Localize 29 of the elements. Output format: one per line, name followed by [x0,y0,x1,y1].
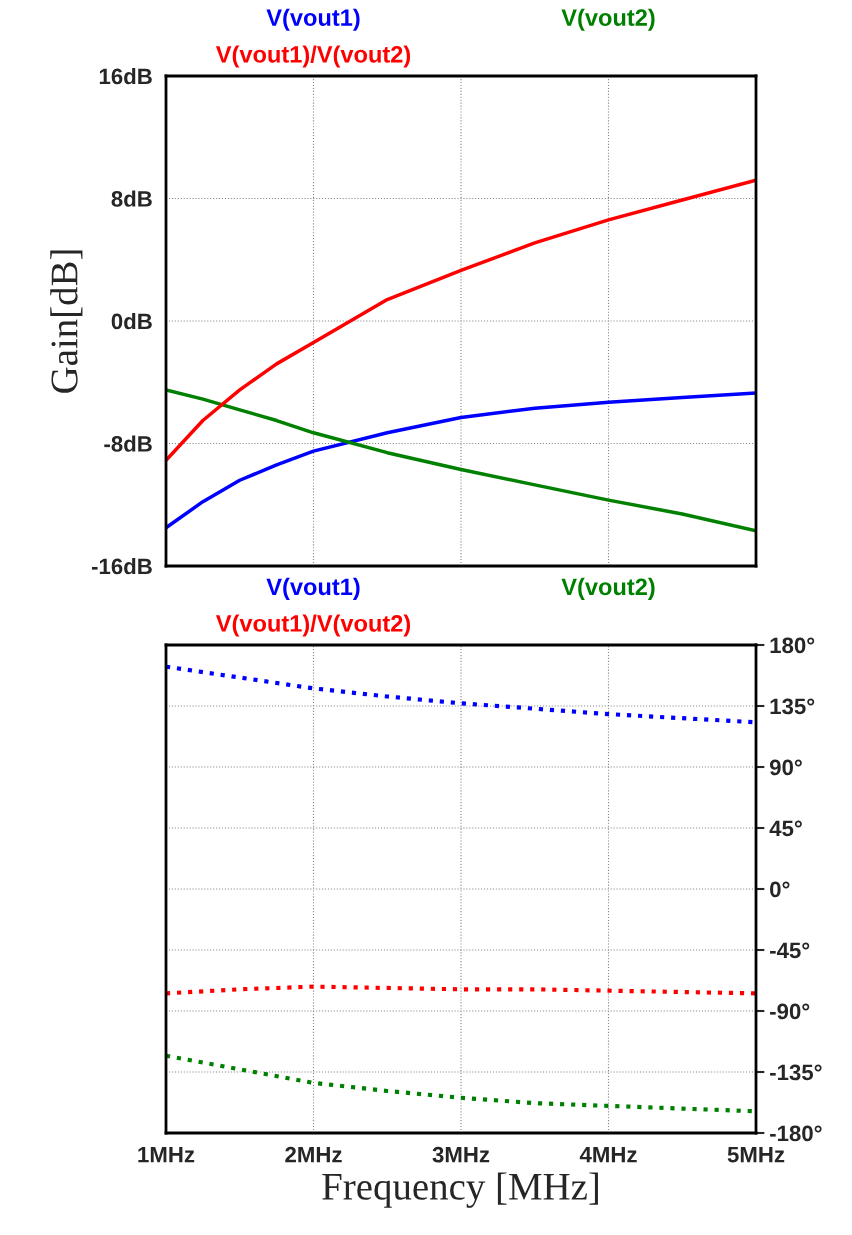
x-tick-label: 4MHz [579,1147,637,1163]
x-tick-label: 1MHz [138,1147,195,1163]
text: V(vout1) [266,577,360,600]
y-tick-label: 0dB [111,312,152,330]
y-tick-label: -16dB [91,557,152,575]
text: V(vout2) [561,8,655,31]
text: V(vout1) [266,8,360,31]
y-tick-label: -45° [770,942,810,959]
x-tick-label: 2MHz [285,1146,342,1163]
y-tick-label: -90° [770,1003,810,1020]
y-tick-label: -135° [770,1064,822,1081]
line-series [166,984,756,996]
y-tick-label: 0° [770,881,790,898]
line-series [166,178,756,463]
y-tick-label: 45° [769,820,802,837]
y-tick-label: 180° [770,637,815,654]
y-tick-label: -8dB [104,435,152,452]
text: V(vout1)/V(vout2) [215,614,411,637]
x-axis-title: Frequency [MHz] [322,1172,598,1208]
x-tick-label: 3MHz [432,1146,490,1163]
text: V(vout1)/V(vout2) [215,45,411,68]
y-tick-label: 8dB [111,190,152,207]
y-tick-label: 90° [769,759,802,776]
y-tick-label: -180° [770,1125,822,1142]
y-tick-label: 16dB [99,67,152,85]
text: V(vout2) [561,577,655,600]
x-tick-label: 5MHz [727,1147,785,1163]
y-axis-title: Gain[dB] [50,250,83,393]
y-tick-label: 135° [770,698,815,715]
